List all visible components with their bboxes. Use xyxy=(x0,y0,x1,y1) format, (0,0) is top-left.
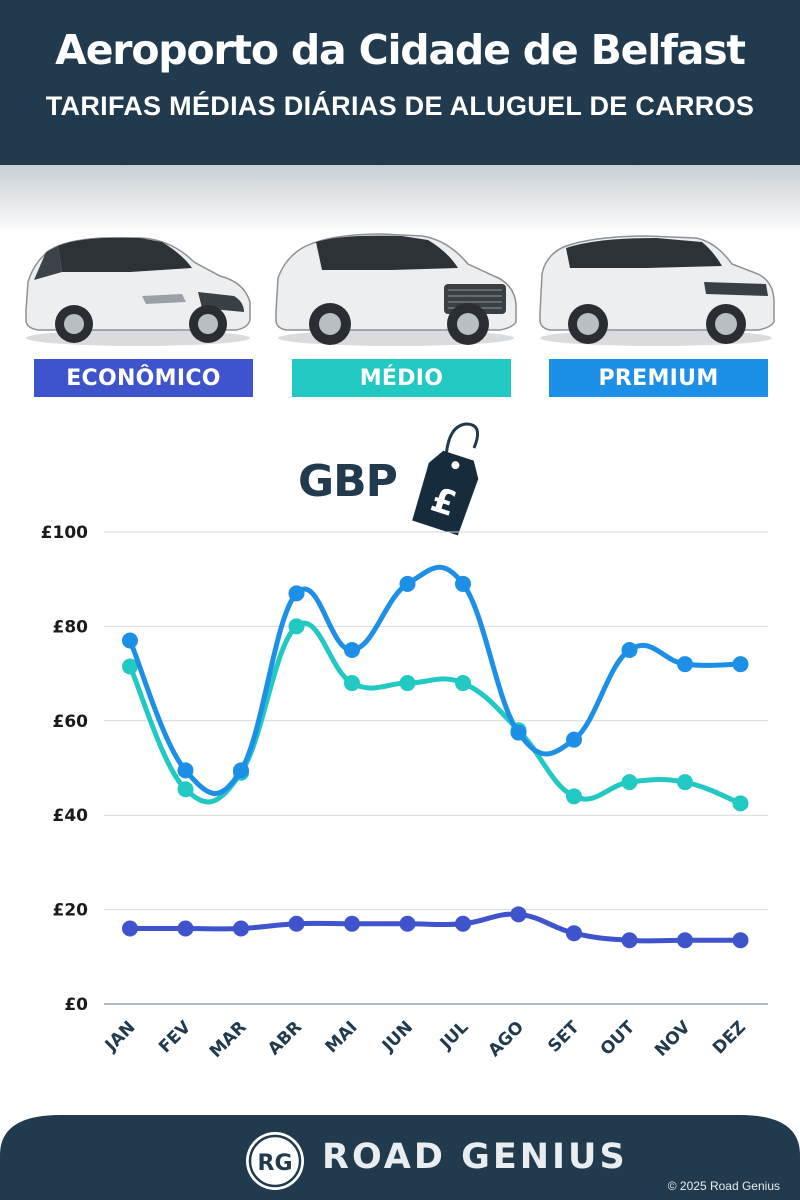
data-point-economico xyxy=(177,920,194,937)
chart-series xyxy=(122,564,749,949)
header-shadow xyxy=(0,165,800,235)
data-point-economico xyxy=(566,925,582,942)
data-point-medio xyxy=(566,788,582,805)
y-axis: £0 £20 £40 £60 £80 £100 xyxy=(41,523,88,1015)
currency-label: GBP xyxy=(298,456,398,507)
x-tick-label: JUN xyxy=(378,1017,417,1056)
data-point-economico xyxy=(455,915,471,932)
x-tick-label: ABR xyxy=(264,1017,306,1059)
x-tick-label: JUL xyxy=(436,1017,473,1054)
data-point-premium xyxy=(566,731,582,748)
x-tick-label: MAR xyxy=(206,1017,251,1062)
data-point-premium xyxy=(732,656,749,673)
data-point-premium xyxy=(399,575,416,592)
road-genius-logo-icon: RG xyxy=(246,1132,304,1190)
data-point-premium xyxy=(621,642,638,658)
data-point-economico xyxy=(233,920,249,937)
data-point-economico xyxy=(510,906,527,923)
data-point-medio xyxy=(621,774,638,791)
chart-grid xyxy=(104,531,768,1005)
data-point-economico xyxy=(288,915,305,932)
data-point-economico xyxy=(122,920,138,937)
data-point-premium xyxy=(677,656,693,673)
page-subtitle: TARIFAS MÉDIAS DIÁRIAS DE ALUGUEL DE CAR… xyxy=(45,91,755,121)
mid-suv-icon xyxy=(275,233,517,346)
data-point-premium xyxy=(233,762,249,779)
economy-car-icon xyxy=(25,237,251,346)
price-tag-icon: £ xyxy=(412,422,480,536)
line-chart: £0 £20 £40 £60 £80 £100 JAN FEV MAR ABR MAI JUN JUL… xyxy=(41,523,768,1062)
x-tick-label: DEZ xyxy=(709,1017,750,1058)
copyright: © 2025 Road Genius xyxy=(667,1179,780,1193)
y-tick-label: £80 xyxy=(53,617,89,637)
data-point-premium xyxy=(177,762,194,779)
data-point-premium xyxy=(122,632,138,649)
x-tick-label: OUT xyxy=(597,1017,640,1060)
data-point-premium xyxy=(344,642,360,658)
data-point-medio xyxy=(732,795,749,812)
badge-premium: PREMIUM xyxy=(549,359,768,397)
data-point-medio xyxy=(455,675,471,692)
y-tick-label: £0 xyxy=(64,995,88,1015)
premium-suv-icon xyxy=(539,235,775,346)
badge-medio: MÉDIO xyxy=(292,359,511,397)
x-tick-label: JAN xyxy=(101,1017,140,1056)
data-point-economico xyxy=(677,932,693,949)
data-point-premium xyxy=(288,585,305,602)
x-tick-label: FEV xyxy=(155,1017,195,1057)
x-tick-label: NOV xyxy=(651,1017,695,1061)
x-tick-label: AGO xyxy=(485,1017,529,1061)
y-tick-label: £60 xyxy=(53,712,89,732)
x-tick-label: SET xyxy=(544,1017,583,1056)
x-tick-label: MAI xyxy=(322,1017,362,1057)
data-point-economico xyxy=(732,932,749,949)
series-line-economico xyxy=(127,911,743,944)
y-tick-label: £20 xyxy=(53,901,89,921)
data-point-medio xyxy=(288,618,305,635)
y-tick-label: £100 xyxy=(41,523,88,543)
footer-banner xyxy=(0,1115,800,1200)
data-point-medio xyxy=(677,774,693,791)
data-point-medio xyxy=(177,781,194,798)
brand-name: ROAD GENIUS xyxy=(322,1137,628,1177)
page-title: Aeroporto da Cidade de Belfast xyxy=(55,26,746,74)
header-banner: Aeroporto da Cidade de Belfast TARIFAS M… xyxy=(0,0,800,165)
data-point-economico xyxy=(621,932,638,949)
badge-economico: ECONÔMICO xyxy=(34,359,253,397)
data-point-economico xyxy=(399,915,416,932)
data-point-medio xyxy=(399,675,416,692)
data-point-economico xyxy=(344,915,360,932)
data-point-premium xyxy=(455,575,471,592)
data-point-medio xyxy=(122,658,138,675)
data-point-premium xyxy=(510,724,527,741)
y-tick-label: £40 xyxy=(53,806,89,826)
x-axis: JAN FEV MAR ABR MAI JUN JUL AGO SET OUT NOV DEZ xyxy=(101,1017,750,1062)
data-point-medio xyxy=(344,675,360,692)
series-line-medio xyxy=(127,620,743,806)
logo-initials: RG xyxy=(258,1151,293,1176)
